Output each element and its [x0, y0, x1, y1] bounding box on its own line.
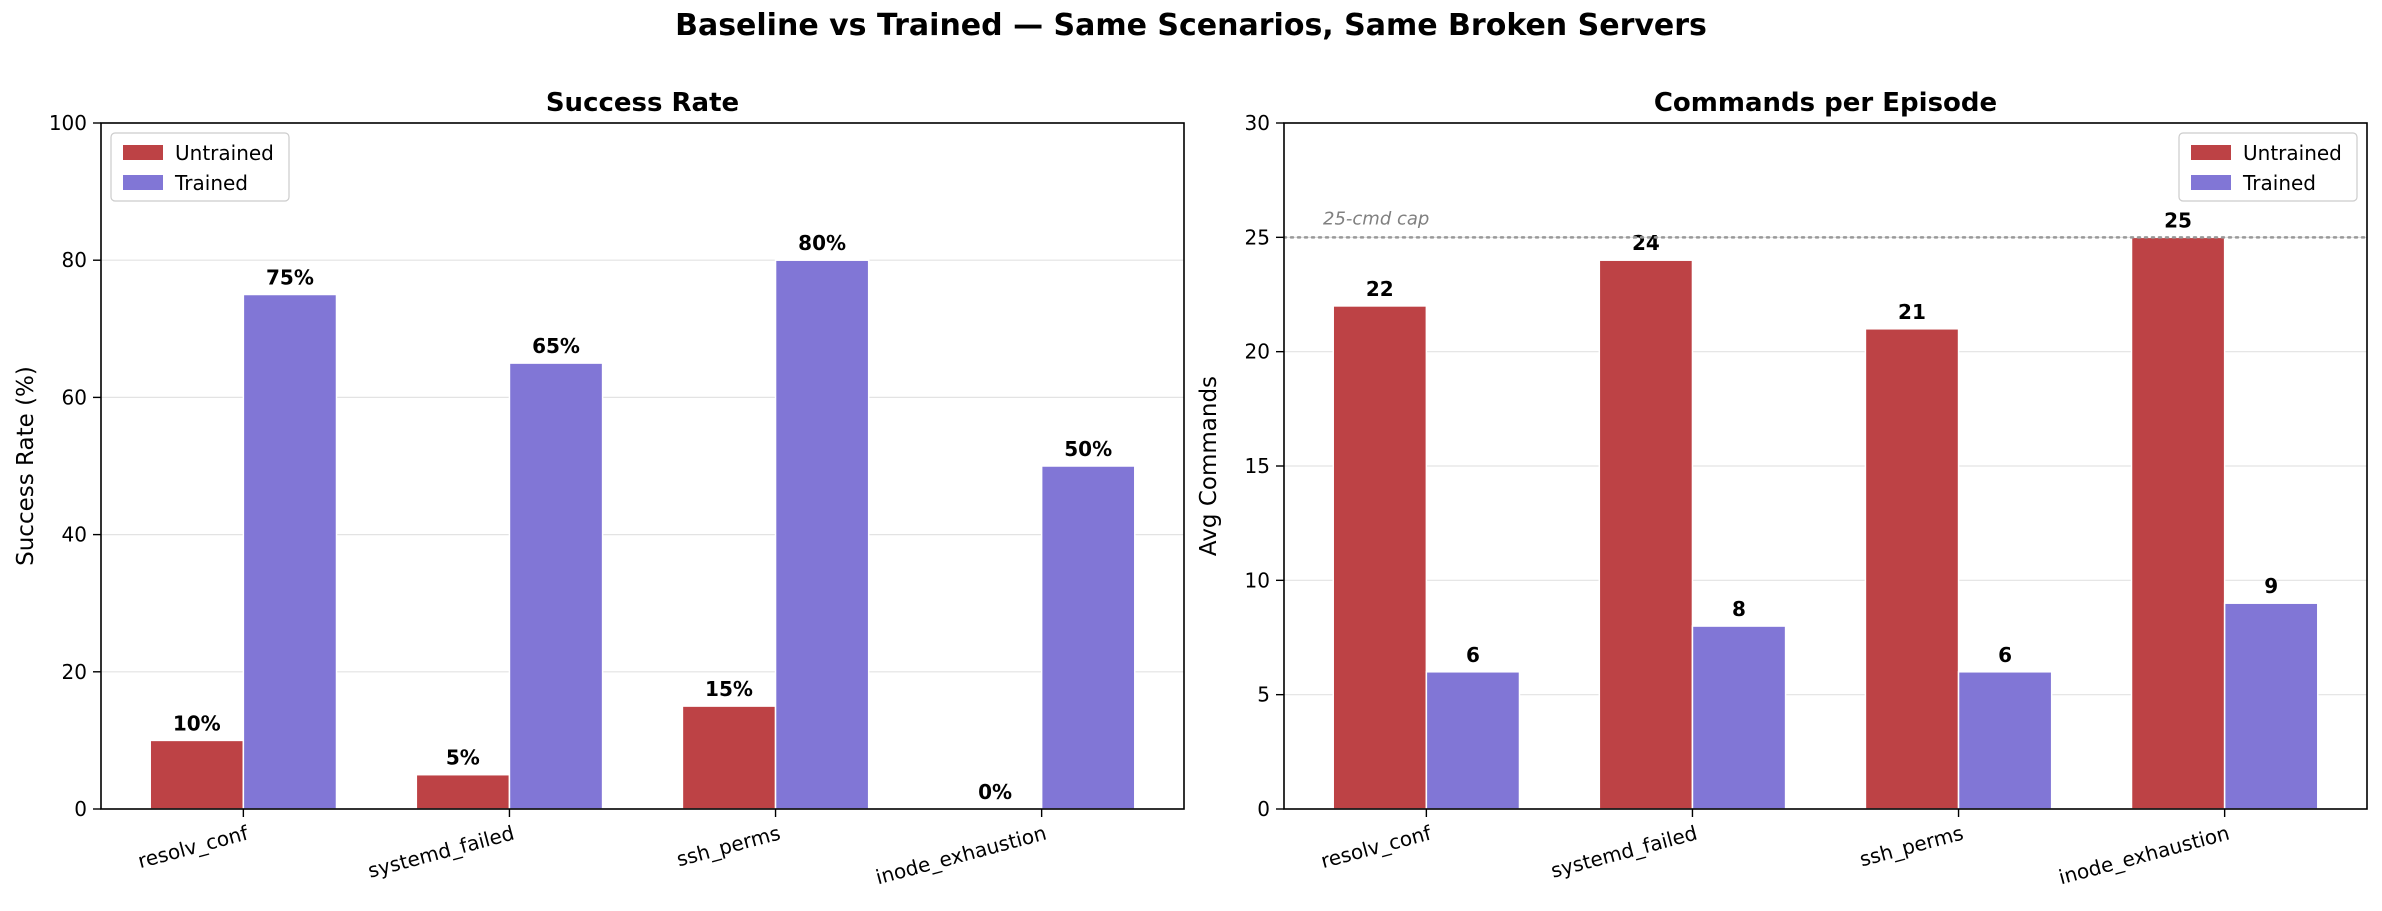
data-label: 80%	[798, 231, 846, 255]
bar-trained-inode_exhaustion	[1040, 465, 1136, 810]
legend-label: Untrained	[175, 141, 274, 165]
data-label: 25	[2164, 208, 2192, 232]
legend-label: Trained	[174, 171, 248, 195]
y-tick-label: 40	[62, 523, 87, 547]
data-label: 10%	[173, 711, 221, 735]
chart-title: Commands per Episode	[1654, 88, 1997, 118]
y-tick-label: 10	[1245, 568, 1270, 592]
bar-untrained-ssh_perms	[681, 705, 777, 810]
data-label: 75%	[266, 266, 314, 290]
data-label: 65%	[532, 334, 580, 358]
y-tick-label: 15	[1245, 454, 1270, 478]
y-tick-label: 20	[62, 660, 87, 684]
x-tick-label: resolv_conf	[1318, 820, 1434, 873]
data-label: 50%	[1064, 437, 1112, 461]
x-tick-label: ssh_perms	[674, 821, 783, 872]
legend: Untrained Trained	[2178, 132, 2358, 202]
data-label: 9	[2264, 574, 2278, 598]
y-tick-label: 60	[62, 385, 87, 409]
bar-trained-inode_exhaustion	[2223, 602, 2319, 810]
x-tick-label: systemd_failed	[365, 821, 517, 883]
y-tick-label: 80	[62, 248, 87, 272]
legend-swatch-trained	[123, 175, 163, 190]
bar-trained-resolv_conf	[1425, 671, 1521, 810]
bar-untrained-inode_exhaustion	[2130, 236, 2226, 810]
data-label: 15%	[705, 677, 753, 701]
y-axis-label: Avg Commands	[1196, 376, 1222, 556]
legend: Untrained Trained	[110, 132, 290, 202]
bar-untrained-resolv_conf	[1332, 305, 1428, 810]
data-label: 21	[1898, 300, 1926, 324]
x-tick-label: ssh_perms	[1857, 821, 1966, 872]
y-tick-label: 25	[1245, 225, 1270, 249]
cap-reference-label: 25-cmd cap	[1323, 208, 1429, 229]
data-label: 6	[1466, 643, 1480, 667]
data-label: 5%	[446, 746, 480, 770]
figure-title: Baseline vs Trained — Same Scenarios, Sa…	[675, 8, 1707, 43]
data-label: 6	[1998, 643, 2012, 667]
y-tick-label: 5	[1257, 683, 1270, 707]
x-tick-label: resolv_conf	[135, 820, 251, 873]
bar-untrained-systemd_failed	[415, 773, 511, 810]
y-tick-label: 0	[1257, 797, 1270, 821]
data-label: 0%	[978, 780, 1012, 804]
data-label: 24	[1632, 231, 1660, 255]
bar-trained-systemd_failed	[508, 362, 604, 810]
axes-frame	[100, 122, 1185, 810]
chart-1: 10% 5% 15% 0% 75% 65% 80% 50% 0 20 40 60 80 100 resolv…	[13, 88, 1185, 890]
legend-label: Untrained	[2243, 141, 2342, 165]
chart-title: Success Rate	[546, 88, 739, 118]
bar-trained-systemd_failed	[1691, 625, 1787, 810]
legend-label: Trained	[2242, 171, 2316, 195]
data-label: 8	[1732, 597, 1746, 621]
x-tick-label: systemd_failed	[1548, 821, 1700, 883]
y-tick-label: 0	[74, 797, 87, 821]
x-tick-label: inode_exhaustion	[2056, 821, 2232, 890]
data-label: 22	[1366, 277, 1394, 301]
y-tick-label: 30	[1245, 111, 1270, 135]
y-tick-label: 20	[1245, 340, 1270, 364]
y-axis-label: Success Rate (%)	[13, 366, 39, 566]
legend-swatch-untrained	[123, 145, 163, 160]
chart-2: 22 24 21 25 6 8 6 9 25-cmd cap 0 5 10 15 20 25 30 resolv…	[1196, 88, 2369, 890]
bar-trained-resolv_conf	[242, 293, 338, 810]
bar-untrained-ssh_perms	[1864, 328, 1960, 810]
legend-swatch-untrained	[2191, 145, 2231, 160]
bar-untrained-resolv_conf	[149, 739, 245, 810]
bar-trained-ssh_perms	[1957, 671, 2053, 810]
bar-trained-ssh_perms	[774, 259, 870, 810]
x-tick-label: inode_exhaustion	[873, 821, 1049, 890]
legend-swatch-trained	[2191, 175, 2231, 190]
y-tick-label: 100	[49, 111, 87, 135]
bar-untrained-systemd_failed	[1598, 259, 1694, 810]
